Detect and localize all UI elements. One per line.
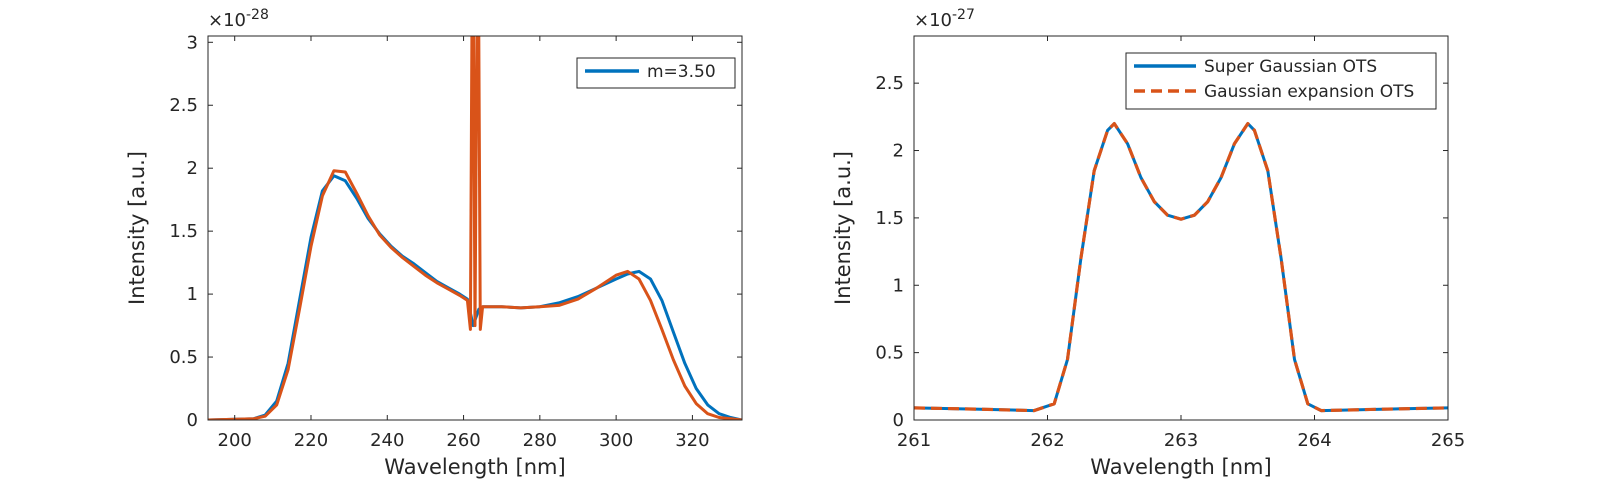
legend: m=3.50	[576, 57, 736, 89]
y-exponent-label: ×10-27	[914, 7, 975, 31]
y-tick-label: 2	[893, 141, 904, 162]
y-exponent: -28	[246, 7, 269, 23]
chart-1: 200 220 240 260 280 300 320 0 0.5 1 1.5 2 2.5 3 ×10-28…	[125, 7, 743, 479]
x-tick-label: 200	[218, 430, 252, 451]
axes-box	[207, 35, 743, 421]
y-tick-label: 3	[187, 32, 198, 53]
x-tick-label: 263	[1164, 430, 1198, 451]
x-tick-label: 300	[599, 430, 633, 451]
x-axis-label: Wavelength [nm]	[384, 455, 565, 479]
x-axis-label: Wavelength [nm]	[1090, 455, 1271, 479]
legend-box	[576, 57, 736, 89]
y-tick-label: 2.5	[169, 95, 198, 116]
y-tick-label: 1.5	[875, 208, 904, 229]
y-tick-label: 0	[893, 410, 904, 431]
y-exponent-label: ×10-28	[208, 7, 269, 31]
chart-2: 261 262 263 264 265 0 0.5 1 1.5 2 2.5 ×10-27 Wavelen…	[831, 7, 1465, 479]
legend-label: Gaussian expansion OTS	[1204, 82, 1414, 102]
y-tick-label: 2.5	[875, 73, 904, 94]
y-axis-label: Intensity [a.u.]	[831, 151, 855, 305]
x-tick-label: 261	[897, 430, 931, 451]
plot-area	[914, 122, 1448, 413]
series-line-2	[208, 36, 742, 420]
x-tick-label: 260	[446, 430, 480, 451]
x-tick-label: 320	[675, 430, 709, 451]
series-line-2	[914, 122, 1448, 413]
plot-area	[208, 36, 742, 420]
x-tick-label: 265	[1431, 430, 1465, 451]
y-tick-label: 1.5	[169, 221, 198, 242]
x-tick-label: 240	[370, 430, 404, 451]
x-tick-label: 280	[523, 430, 557, 451]
legend-label: m=3.50	[647, 62, 716, 82]
series-line-1	[914, 122, 1448, 413]
y-exponent: -27	[952, 7, 975, 23]
y-tick-label: 0.5	[169, 347, 198, 368]
legend-box	[1125, 52, 1437, 110]
y-tick-label: 0.5	[875, 343, 904, 364]
y-tick-label: 2	[187, 158, 198, 179]
x-tick-label: 262	[1030, 430, 1064, 451]
y-axis-label: Intensity [a.u.]	[125, 151, 149, 305]
x-tick-label: 264	[1297, 430, 1331, 451]
y-tick-label: 1	[187, 284, 198, 305]
x-tick-label: 220	[294, 430, 328, 451]
y-tick-label: 0	[187, 410, 198, 431]
legend: Super Gaussian OTS Gaussian expansion OTS	[1125, 52, 1437, 110]
y-tick-label: 1	[893, 275, 904, 296]
legend-label: Super Gaussian OTS	[1204, 57, 1377, 77]
